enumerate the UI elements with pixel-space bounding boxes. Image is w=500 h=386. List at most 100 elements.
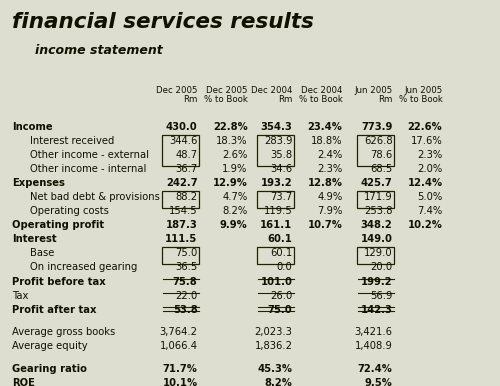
Text: 75.8: 75.8 [173, 276, 198, 286]
Text: 0.0: 0.0 [277, 262, 292, 273]
Text: financial services results: financial services results [12, 12, 314, 32]
Text: 154.5: 154.5 [169, 206, 198, 216]
Text: 18.3%: 18.3% [216, 135, 248, 146]
Text: 12.4%: 12.4% [408, 178, 442, 188]
Text: 20.0: 20.0 [370, 262, 392, 273]
Text: 8.2%: 8.2% [222, 206, 248, 216]
Bar [162, 247, 199, 264]
Bar [356, 247, 394, 264]
Text: 22.6%: 22.6% [408, 122, 442, 132]
Text: 626.8: 626.8 [364, 135, 392, 146]
Text: 68.5: 68.5 [370, 164, 392, 174]
Text: Base: Base [30, 248, 54, 258]
Text: 425.7: 425.7 [361, 178, 392, 188]
Text: 3,764.2: 3,764.2 [160, 327, 198, 337]
Text: Expenses: Expenses [12, 178, 66, 188]
Text: 2,023.3: 2,023.3 [254, 327, 292, 337]
Text: 111.5: 111.5 [165, 234, 198, 244]
Text: Income: Income [12, 122, 53, 132]
Text: 10.1%: 10.1% [162, 378, 198, 386]
Text: 36.5: 36.5 [176, 262, 198, 273]
Text: 4.9%: 4.9% [318, 192, 342, 202]
Text: 10.7%: 10.7% [308, 220, 342, 230]
Text: 75.0: 75.0 [268, 305, 292, 315]
Text: Interest: Interest [12, 234, 57, 244]
Text: Other income - internal: Other income - internal [30, 164, 146, 174]
Text: Dec 2005: Dec 2005 [206, 86, 248, 95]
Bar [162, 191, 199, 208]
Text: Tax: Tax [12, 291, 29, 301]
Text: 22.0: 22.0 [176, 291, 198, 301]
Text: 3,421.6: 3,421.6 [354, 327, 393, 337]
Text: 73.7: 73.7 [270, 192, 292, 202]
Text: 78.6: 78.6 [370, 150, 392, 160]
Text: 45.3%: 45.3% [258, 364, 292, 374]
Text: 36.7: 36.7 [176, 164, 198, 174]
Text: 48.7: 48.7 [176, 150, 198, 160]
Text: 9.5%: 9.5% [364, 378, 392, 386]
Text: Dec 2004: Dec 2004 [251, 86, 292, 95]
Text: On increased gearing: On increased gearing [30, 262, 138, 273]
Text: 56.9: 56.9 [370, 291, 392, 301]
Text: 129.0: 129.0 [364, 248, 392, 258]
Text: Operating costs: Operating costs [30, 206, 109, 216]
Text: 35.8: 35.8 [270, 150, 292, 160]
Text: 71.7%: 71.7% [162, 364, 198, 374]
Text: % to Book: % to Book [298, 95, 343, 103]
Text: Net bad debt & provisions: Net bad debt & provisions [30, 192, 160, 202]
Text: 1.9%: 1.9% [222, 164, 248, 174]
Text: 88.2: 88.2 [176, 192, 198, 202]
Text: Other income - external: Other income - external [30, 150, 149, 160]
Text: % to Book: % to Book [204, 95, 248, 103]
Bar [256, 135, 294, 166]
Text: 119.5: 119.5 [264, 206, 292, 216]
Text: Average gross books: Average gross books [12, 327, 116, 337]
Text: 1,836.2: 1,836.2 [254, 341, 292, 351]
Bar [256, 191, 294, 208]
Text: Interest received: Interest received [30, 135, 114, 146]
Text: 1,066.4: 1,066.4 [160, 341, 198, 351]
Text: Dec 2005: Dec 2005 [156, 86, 198, 95]
Text: 187.3: 187.3 [166, 220, 198, 230]
Text: 72.4%: 72.4% [358, 364, 392, 374]
Text: 8.2%: 8.2% [264, 378, 292, 386]
Text: 2.4%: 2.4% [318, 150, 342, 160]
Text: Rm: Rm [378, 95, 392, 103]
Text: 60.1: 60.1 [268, 234, 292, 244]
Text: 7.9%: 7.9% [317, 206, 342, 216]
Text: 344.6: 344.6 [169, 135, 198, 146]
Text: 17.6%: 17.6% [411, 135, 442, 146]
Text: 9.9%: 9.9% [220, 220, 248, 230]
Text: Jun 2005: Jun 2005 [354, 86, 393, 95]
Text: Rm: Rm [278, 95, 292, 103]
Text: 242.7: 242.7 [166, 178, 198, 188]
Text: ROE: ROE [12, 378, 36, 386]
Text: Gearing ratio: Gearing ratio [12, 364, 88, 374]
Text: 142.3: 142.3 [360, 305, 392, 315]
Text: 2.3%: 2.3% [318, 164, 342, 174]
Text: 199.2: 199.2 [361, 276, 392, 286]
Text: 18.8%: 18.8% [311, 135, 342, 146]
Text: Profit before tax: Profit before tax [12, 276, 106, 286]
Text: Rm: Rm [183, 95, 198, 103]
Text: 253.8: 253.8 [364, 206, 392, 216]
Text: % to Book: % to Book [398, 95, 442, 103]
Text: 22.8%: 22.8% [213, 122, 248, 132]
Text: 26.0: 26.0 [270, 291, 292, 301]
Text: 171.9: 171.9 [364, 192, 392, 202]
Text: 60.1: 60.1 [270, 248, 292, 258]
Text: 161.1: 161.1 [260, 220, 292, 230]
Text: 1,408.9: 1,408.9 [354, 341, 393, 351]
Text: 4.7%: 4.7% [222, 192, 248, 202]
Text: 12.9%: 12.9% [212, 178, 248, 188]
Text: Average equity: Average equity [12, 341, 88, 351]
Text: 348.2: 348.2 [361, 220, 392, 230]
Text: 283.9: 283.9 [264, 135, 292, 146]
Text: 53.8: 53.8 [173, 305, 198, 315]
Text: 430.0: 430.0 [166, 122, 198, 132]
Text: 193.2: 193.2 [261, 178, 292, 188]
Text: 23.4%: 23.4% [308, 122, 342, 132]
Text: 2.3%: 2.3% [417, 150, 442, 160]
Text: 5.0%: 5.0% [417, 192, 442, 202]
Text: 354.3: 354.3 [261, 122, 292, 132]
